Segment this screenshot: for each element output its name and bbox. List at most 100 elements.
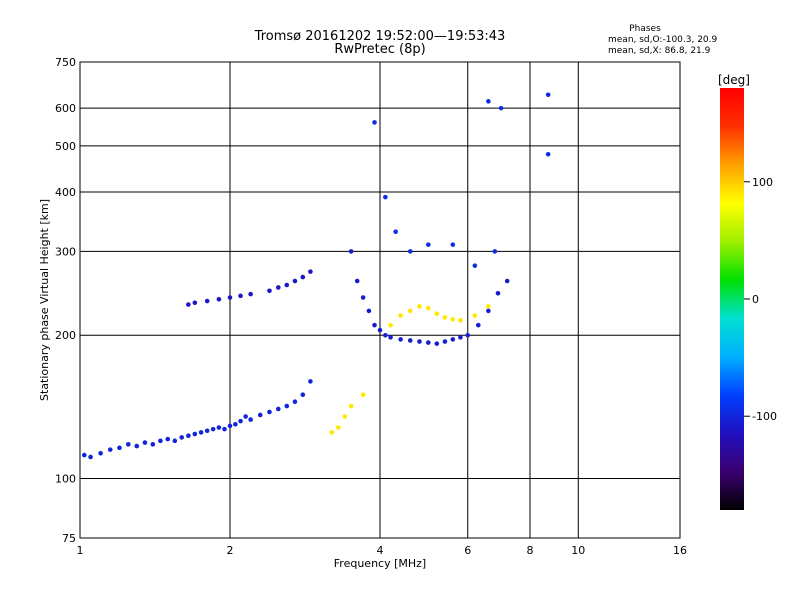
x-tick-label: 1 [77,544,84,557]
data-point [210,426,216,432]
data-point [348,249,354,254]
data-point [407,249,413,254]
y-tick-label: 200 [55,329,76,342]
colorbar-ticks: 100 0 -100 [744,176,777,423]
plot-area: 1 2 4 6 8 10 16 75 100 200 300 400 500 600 750 [55,56,687,557]
data-point [545,92,551,98]
data-point [150,442,156,447]
data-point [158,438,163,444]
y-tick-label: 75 [62,532,76,545]
data-point [142,440,148,445]
grid-lines [79,61,681,539]
chart-title: Tromsø 20161202 19:52:00—19:53:43 [254,29,506,44]
data-point [267,409,272,415]
data-point [238,418,243,424]
x-tick-labels: 1 2 4 6 8 10 16 [77,544,688,557]
data-point [192,300,198,306]
data-point [292,278,298,284]
data-point [342,414,348,419]
data-point [300,274,306,280]
data-point [179,435,185,440]
data-point [486,304,491,309]
data-point [425,242,431,247]
data-point [222,426,227,432]
data-point [383,332,388,338]
data-point [442,339,448,344]
data-point [354,278,360,284]
data-points [81,92,551,460]
data-point [425,305,431,311]
data-point [172,438,178,444]
phase-box-line-o: mean, sd,O:-100.3, 20.9 [608,35,718,45]
colorbar-gradient [720,88,744,510]
data-point [372,322,377,328]
data-point [486,308,491,314]
data-point [81,452,87,458]
y-tick-label: 500 [55,140,76,153]
data-point [243,414,248,419]
data-point [450,317,456,322]
data-point [442,315,448,320]
data-point [134,443,140,449]
data-point [417,339,422,344]
data-point [360,295,366,300]
data-point [204,428,210,434]
y-tick-label: 400 [55,186,76,199]
colorbar-tick-label: 100 [752,176,773,189]
data-point [393,229,398,235]
data-point [248,291,253,297]
data-point [377,327,383,333]
data-point [329,430,335,435]
colorbar: [deg] 100 0 -100 [718,73,777,510]
colorbar-label: [deg] [718,73,750,87]
data-point [492,249,498,254]
data-point [388,322,393,328]
data-point [300,392,306,398]
data-point [417,304,422,309]
data-point [450,242,456,247]
data-point [458,317,463,323]
data-point [472,313,478,318]
data-point [284,403,290,409]
data-point [257,412,263,418]
data-point [238,293,243,299]
data-point [192,431,198,437]
x-tick-label: 10 [571,544,585,557]
data-point [545,151,551,157]
data-point [398,313,403,318]
x-tick-label: 6 [464,544,471,557]
chart-subtitle: RwPretec (8p) [334,42,425,57]
data-point [348,403,354,409]
y-tick-label: 100 [55,473,76,486]
data-point [372,120,377,125]
data-point [88,454,93,460]
x-tick-label: 8 [527,544,534,557]
data-point [476,322,481,328]
data-point [216,425,222,430]
data-point [227,295,233,300]
data-point [292,399,298,405]
data-point [308,379,313,384]
data-point [275,285,281,290]
data-point [366,308,372,314]
x-tick-label: 4 [377,544,384,557]
data-point [248,417,253,422]
data-point [360,392,366,398]
data-point [458,335,463,340]
phase-box-title: Phases [629,24,661,34]
data-point [472,263,478,268]
y-tick-label: 300 [55,245,76,258]
x-tick-label: 2 [227,544,234,557]
x-axis-label: Frequency [MHz] [334,557,426,570]
y-tick-label: 600 [55,102,76,115]
data-point [336,425,341,430]
data-point [388,335,393,340]
x-tick-label: 16 [673,544,687,557]
data-point [267,288,272,294]
data-point [498,105,504,111]
y-tick-labels: 75 100 200 300 400 500 600 750 [55,56,76,545]
data-point [284,282,290,288]
data-point [233,421,238,427]
data-point [165,436,171,442]
